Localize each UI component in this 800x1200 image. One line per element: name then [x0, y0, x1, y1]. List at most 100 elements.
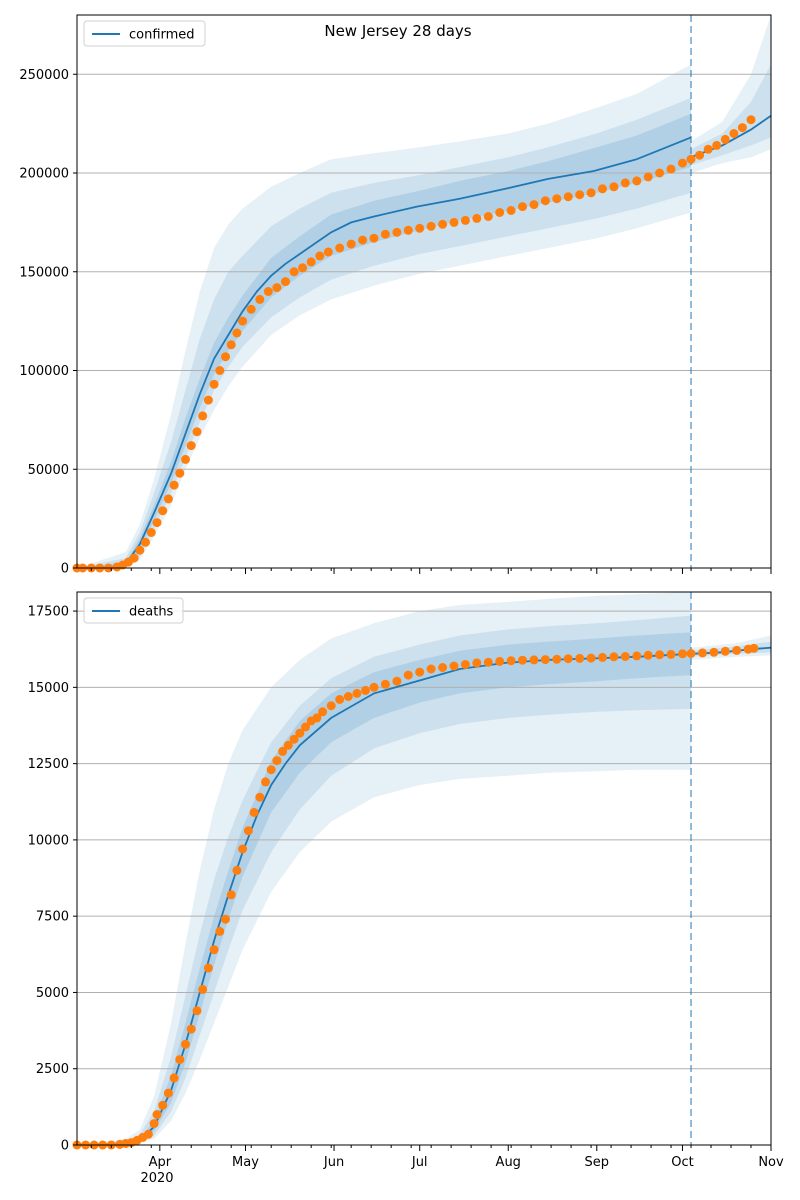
deaths-observed-point: [326, 701, 336, 711]
confirmed-observed-point: [686, 154, 696, 164]
confirmed-observed-point: [169, 480, 179, 490]
deaths-observed-point: [598, 652, 607, 662]
confirmed-observed-point: [129, 553, 139, 563]
confirmed-observed-point: [746, 115, 756, 125]
confirmed-observed-point: [620, 178, 630, 188]
confirmed-axes-frame: [76, 14, 772, 569]
deaths-observed-point: [238, 844, 248, 854]
deaths-observed-point: [506, 656, 516, 666]
deaths-y-tick-label: 10000: [28, 833, 69, 848]
confirmed-observed-point: [358, 235, 368, 245]
confirmed-observed-point: [737, 123, 747, 133]
confirmed-model-line: [77, 136, 692, 569]
confirmed-uncertainty-bands: [77, 15, 771, 569]
deaths-observed-point: [403, 670, 413, 680]
confirmed-observed-point: [666, 164, 676, 174]
deaths-observed-point: [369, 682, 379, 692]
x-tick-label-oct: Oct: [671, 1155, 693, 1170]
x-axis-labels: Apr May Jun Jul Aug Sep Oct Nov: [149, 1155, 784, 1170]
confirmed-observed-point: [403, 225, 413, 235]
confirmed-observed-point: [575, 190, 585, 200]
deaths-observed-point: [198, 984, 208, 994]
deaths-observed-point: [283, 740, 293, 750]
deaths-legend-box: [83, 597, 184, 624]
deaths-y-tick-label: 7500: [36, 910, 69, 925]
confirmed-observed-point: [192, 427, 202, 437]
deaths-observed-point: [449, 661, 459, 671]
deaths-observed-point: [186, 1024, 196, 1034]
confirmed-gridlines: [77, 73, 771, 470]
confirmed-observed-point: [369, 233, 379, 243]
confirmed-band-forecast-outer: [691, 15, 771, 173]
confirmed-y-tick-label: 0: [61, 562, 69, 577]
deaths-observed-point: [666, 649, 676, 659]
confirmed-observed-point: [209, 379, 219, 389]
deaths-observed-point: [483, 657, 493, 667]
deaths-observed-point: [266, 765, 276, 775]
confirmed-observed-point: [255, 294, 265, 304]
confirmed-observed-point: [703, 144, 713, 154]
chart-title: New Jersey 28 days: [324, 22, 471, 40]
confirmed-observed-point: [263, 287, 273, 296]
confirmed-observed-point: [678, 158, 687, 168]
confirmed-observed-point: [158, 506, 168, 516]
confirmed-observed-point: [141, 537, 150, 547]
confirmed-observed-point: [586, 188, 596, 198]
confirmed-observed-point: [232, 328, 242, 338]
confirmed-y-tick-label: 250000: [19, 68, 69, 83]
confirmed-observed-point: [392, 227, 402, 237]
confirmed-observed-point: [306, 257, 316, 267]
confirmed-observed-point: [152, 518, 162, 528]
deaths-observed-point: [175, 1055, 185, 1065]
deaths-observed-point: [215, 926, 225, 936]
confirmed-observed-point: [221, 352, 230, 362]
confirmed-band-forecast-inner: [691, 64, 771, 166]
deaths-observed-point: [318, 707, 328, 717]
deaths-observed-point: [415, 667, 425, 677]
confirmed-observed-point: [298, 263, 308, 273]
deaths-observed-point: [361, 685, 370, 695]
deaths-observed-point: [709, 647, 719, 657]
deaths-observed-point: [221, 914, 230, 924]
confirmed-observed-point: [272, 283, 282, 293]
deaths-observed-point: [426, 664, 436, 674]
confirmed-legend-label: confirmed: [129, 28, 195, 43]
deaths-observed-point: [243, 826, 253, 836]
deaths-observed-point: [632, 651, 642, 661]
deaths-axes: 0 2500 5000 7500 10000 12500 15000 17500: [28, 591, 772, 1154]
confirmed-observed-point: [289, 267, 299, 277]
deaths-panel: 0 2500 5000 7500 10000 12500 15000 17500 deaths: [28, 591, 772, 1154]
confirmed-observed-point: [135, 545, 145, 555]
confirmed-legend-box: [83, 20, 206, 47]
deaths-legend-label: deaths: [129, 605, 174, 620]
confirmed-observed-point: [552, 194, 562, 204]
deaths-observed-point: [278, 746, 288, 756]
confirmed-observed-point: [540, 196, 550, 206]
confirmed-observed-point: [346, 239, 356, 249]
confirmed-observed-points: [72, 115, 756, 573]
deaths-observed-point: [678, 649, 687, 659]
deaths-observed-point: [438, 663, 448, 672]
confirmed-observed-point: [186, 441, 196, 451]
confirmed-axes: 0 50000 100000 150000 200000 250000: [19, 14, 772, 577]
confirmed-observed-point: [609, 182, 619, 192]
confirmed-observed-point: [529, 200, 539, 210]
deaths-axes-frame: [76, 591, 772, 1146]
deaths-observed-point: [226, 890, 236, 900]
deaths-y-tick-label: 15000: [28, 681, 69, 696]
deaths-observed-point: [720, 646, 730, 656]
deaths-observed-point: [169, 1073, 179, 1083]
deaths-y-tick-label: 17500: [28, 605, 69, 620]
deaths-observed-point: [181, 1039, 190, 1049]
deaths-observed-point: [529, 655, 539, 665]
deaths-observed-point: [460, 660, 470, 669]
deaths-observed-point: [698, 648, 707, 658]
deaths-observed-point: [261, 777, 270, 787]
deaths-observed-point: [143, 1129, 153, 1139]
confirmed-observed-point: [238, 316, 248, 326]
deaths-observed-point: [563, 654, 573, 664]
deaths-observed-point: [192, 1006, 202, 1016]
deaths-observed-point: [335, 695, 345, 704]
confirmed-observed-point: [226, 340, 236, 350]
